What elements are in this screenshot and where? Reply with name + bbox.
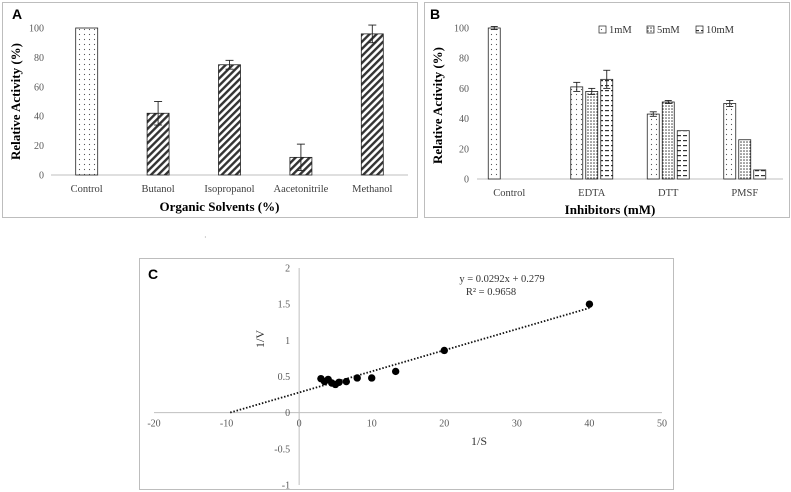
- x-axis-title: 1/S: [471, 434, 487, 448]
- category-label: Isopropanol: [204, 184, 254, 195]
- bar-edta-10mm: [600, 78, 614, 180]
- bar-pmsf-5mm: [738, 139, 752, 180]
- x-tick-label: 0: [297, 419, 302, 430]
- data-point: [335, 378, 343, 386]
- category-label: PMSF: [731, 188, 758, 199]
- panel-b-label: B: [430, 6, 440, 22]
- x-tick-label: -10: [220, 419, 233, 430]
- panel-c-label: C: [148, 266, 158, 282]
- bar-edta-1mm: [570, 86, 584, 180]
- chart-c: C -20 -10 0 10 20 30 40 50 -1 -0.5 0 0.5 1 1.5 2 y = 0.…: [147, 264, 667, 492]
- y-tick-label: 0: [39, 171, 44, 182]
- y-tick-label: 80: [459, 54, 469, 65]
- category-label: EDTA: [578, 188, 606, 199]
- y-tick-label: 40: [459, 114, 469, 125]
- y-tick-label: 60: [34, 82, 44, 93]
- data-point: [353, 374, 361, 382]
- panel-a: A 0 20 40 60 80 100 Control Butanol Isopropanol A…: [2, 2, 418, 218]
- legend-label-5mm: 5mM: [657, 25, 680, 36]
- x-tick-label: 40: [584, 419, 594, 430]
- trendline: [229, 307, 590, 414]
- x-tick-label: 50: [657, 419, 667, 430]
- category-label: Control: [71, 184, 103, 195]
- legend-label-10mm: 10mM: [706, 25, 735, 36]
- data-point: [342, 377, 351, 386]
- y-tick-label: 1: [285, 336, 290, 347]
- bar-control: [75, 27, 99, 176]
- y-axis-title: Relative Activity (%): [8, 43, 23, 160]
- bar-isopropanol: [218, 64, 241, 176]
- y-tick-label: 0: [285, 408, 290, 419]
- panel-c: C -20 -10 0 10 20 30 40 50 -1 -0.5 0 0.5 1 1.5 2 y = 0.…: [139, 258, 674, 492]
- category-label: Methanol: [352, 184, 392, 195]
- y-tick-label: 20: [34, 141, 44, 152]
- panel-b: B 0 20 40 60 80 100 Control EDTA DTT PMSF 1mM 5mM 10…: [424, 2, 790, 218]
- x-tick-label: 10: [367, 419, 377, 430]
- category-label: Control: [493, 188, 525, 199]
- category-label: Butanol: [141, 184, 174, 195]
- category-label: Aacetonitrile: [273, 184, 328, 195]
- bar-dtt-5mm: [661, 101, 675, 180]
- y-tick-label: 2: [285, 264, 290, 275]
- y-tick-label: 80: [34, 53, 44, 64]
- chart-a: A 0 20 40 60 80 100 Control Butanol Isopropanol A…: [8, 6, 408, 214]
- bar-dtt-1mm: [646, 113, 660, 180]
- y-axis-title: Relative Activity (%): [430, 47, 445, 164]
- data-point: [391, 367, 400, 376]
- data-point: [440, 346, 448, 355]
- bar-control-1mm: [487, 27, 501, 180]
- x-axis-title: Organic Solvents (%): [160, 199, 280, 214]
- y-tick-label: 60: [459, 84, 469, 95]
- legend-swatch-5mm: [646, 25, 655, 34]
- data-point: [368, 374, 376, 382]
- y-tick-label: 100: [454, 24, 469, 35]
- bar-pmsf-1mm: [723, 103, 737, 180]
- chart-b: B 0 20 40 60 80 100 Control EDTA DTT PMSF 1mM 5mM 10…: [430, 6, 783, 217]
- category-label: DTT: [658, 188, 679, 199]
- y-tick-label: 20: [459, 144, 469, 155]
- r-squared-label: R² = 0.9658: [466, 287, 516, 298]
- y-tick-label: 100: [29, 24, 44, 35]
- x-tick-label: 20: [439, 419, 449, 430]
- bar-edta-5mm: [585, 91, 599, 180]
- bar-dtt-10mm: [676, 130, 690, 180]
- y-tick-label: -1: [282, 481, 290, 492]
- x-axis-title: Inhibitors (mM): [565, 202, 656, 217]
- y-tick-label: -0.5: [274, 444, 290, 455]
- bar-pmsf-10mm: [753, 169, 767, 180]
- y-axis-title: 1/V: [253, 330, 267, 348]
- trendline-equation: y = 0.0292x + 0.279: [459, 274, 544, 285]
- data-point: [585, 300, 594, 308]
- panel-a-label: A: [12, 6, 22, 22]
- y-tick-label: 1.5: [278, 300, 291, 311]
- stray-mark: ·: [204, 233, 207, 242]
- legend-swatch-1mm: [598, 25, 607, 34]
- legend-label-1mm: 1mM: [609, 25, 632, 36]
- x-tick-label: -20: [147, 419, 160, 430]
- x-tick-label: 30: [512, 419, 522, 430]
- legend-swatch-10mm: [695, 25, 704, 34]
- y-tick-label: 40: [34, 112, 44, 123]
- y-tick-label: 0: [464, 175, 469, 186]
- bar-methanol: [360, 33, 384, 176]
- y-tick-label: 0.5: [278, 372, 291, 383]
